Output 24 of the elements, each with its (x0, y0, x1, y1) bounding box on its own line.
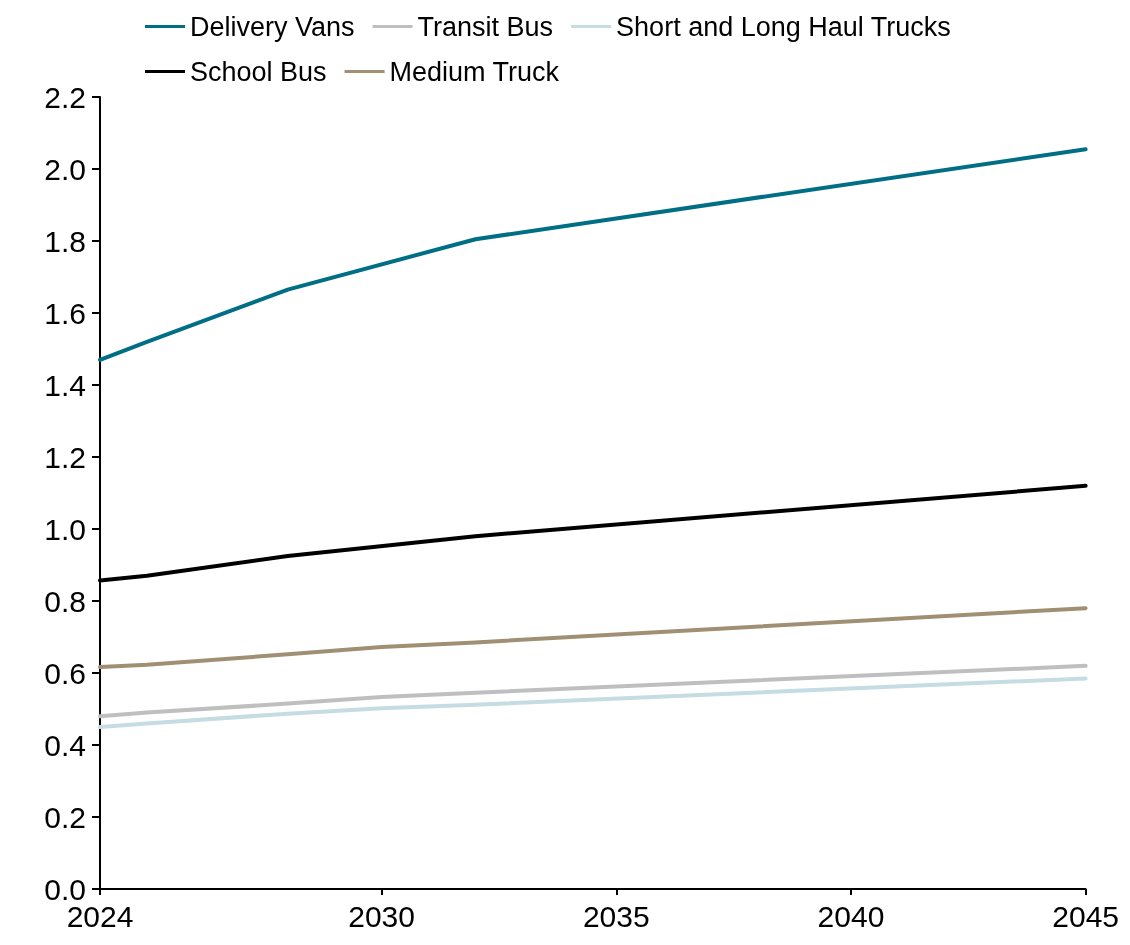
legend-label: Delivery Vans (190, 11, 355, 42)
y-tick-label: 1.6 (44, 296, 86, 330)
y-tick-label: 2.0 (44, 152, 86, 186)
line-series (98, 606, 1088, 669)
x-tick-label: 2045 (1052, 899, 1120, 933)
y-tick-label: 0.4 (44, 728, 86, 762)
y-tick-label: 1.8 (44, 224, 86, 258)
y-tick-label: 1.4 (44, 368, 86, 402)
line-series (98, 676, 1088, 729)
y-tick-label: 0.8 (44, 584, 86, 618)
y-tick-label: 1.0 (44, 512, 86, 546)
x-tick-label: 2035 (582, 899, 650, 933)
y-tick-label: 0.2 (44, 800, 86, 834)
legend-label: Transit Bus (417, 11, 554, 42)
x-tick-label: 2030 (348, 899, 415, 933)
y-tick-label: 0.6 (44, 656, 86, 690)
legend-label: School Bus (190, 56, 327, 87)
y-tick-label: 1.2 (44, 440, 86, 474)
line-series (98, 663, 1088, 719)
legend-label: Medium Truck (389, 56, 560, 87)
x-tick-label: 2040 (817, 899, 885, 933)
line-series (98, 147, 1088, 362)
y-tick-label: 2.2 (44, 80, 86, 114)
legend-label: Short and Long Haul Trucks (616, 11, 951, 42)
